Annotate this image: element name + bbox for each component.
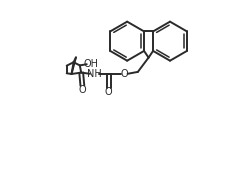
Text: O: O: [78, 85, 86, 95]
Text: NH: NH: [87, 69, 102, 79]
Text: OH: OH: [84, 59, 98, 69]
Text: O: O: [121, 69, 129, 78]
Text: O: O: [105, 87, 112, 97]
